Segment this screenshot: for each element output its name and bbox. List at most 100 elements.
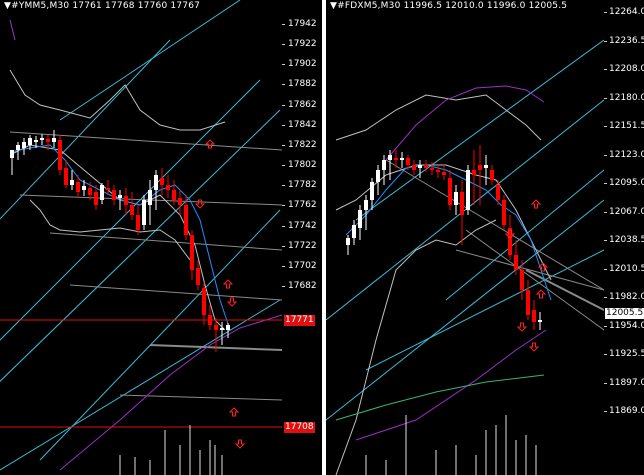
price-tick-mark [604,325,607,327]
bull-candle [370,182,374,200]
bear-candle [178,198,182,205]
up-arrow-signal-icon [222,279,234,289]
bull-candle [40,138,44,140]
price-tick-mark [604,12,607,13]
down-arrow-signal-icon [504,229,516,239]
up-arrow-signal-icon [530,199,542,209]
bull-candle [34,140,38,142]
price-tick-mark [282,44,285,46]
chart-separator[interactable] [322,0,326,475]
bear-candle [166,185,170,190]
bear-candle [88,188,92,195]
bull-candle [16,145,20,150]
price-tick-mark [282,124,285,126]
channel-line [0,109,281,382]
price-tick-mark [604,183,607,184]
down-arrow-signal-icon [516,322,528,332]
channel-line [0,299,281,471]
bollinger-upper [9,69,226,131]
channel-line [365,249,604,371]
price-tick-label: 17822 [288,139,317,150]
bull-candle [382,160,386,170]
bear-candle [58,140,62,170]
price-tick-label: 17682 [288,280,317,291]
bull-candle [358,210,362,228]
price-tick-label: 11954.0 [609,320,644,331]
price-tick-label: 17782 [288,180,317,191]
bull-candle [70,180,74,185]
bear-candle [532,310,536,322]
bear-candle [406,158,410,165]
price-tick-mark [282,225,285,227]
bear-candle [196,268,200,285]
left-chart-plot[interactable] [0,0,282,475]
support-line [525,269,604,311]
bear-candle [502,200,506,225]
bull-candle [148,190,152,205]
price-tick-mark [282,285,285,287]
bull-candle [100,185,104,200]
price-tick-label: 17902 [288,59,317,70]
right-chart-panel[interactable]: ▼#FDXM5,M30 11996.5 12010.0 11996.0 1200… [326,0,604,475]
price-tick-mark [604,97,607,99]
price-tick-mark [282,185,285,187]
price-tick-mark [282,24,285,25]
bear-candle [478,165,482,170]
bollinger-upper [335,94,542,141]
price-tick-label: 17862 [288,99,317,110]
right-chart-plot[interactable] [326,0,604,475]
bear-candle [430,168,434,170]
bear-candle [460,192,464,215]
ma-slow-line [385,85,545,161]
price-tick-label: 12095.0 [609,178,644,188]
price-tick-label: 12067.0 [609,206,644,217]
channel-line [326,199,604,421]
bear-candle [112,190,116,200]
bull-candle [10,150,14,158]
price-tick-label: 17762 [288,200,317,211]
price-tick-label: 12123.0 [609,149,644,160]
left-chart-panel[interactable]: ▼#YMM5,M30 17761 17768 17760 17767 [0,0,282,475]
bear-candle [76,182,80,192]
current-price-label: 17771 [284,315,315,326]
price-tick-mark [604,240,607,241]
channel-line [0,79,261,341]
trend-line [9,131,282,151]
down-arrow-signal-icon [528,342,540,352]
bull-candle [466,170,470,210]
left-price-axis[interactable]: 17942 17922 17902 17882 17862 17842 17822 17802… [282,0,322,475]
bear-candle [190,235,194,270]
down-arrow-signal-icon [234,439,246,449]
bull-candle [352,225,356,238]
bear-candle [172,190,176,200]
price-tick-label: 11925.5 [609,349,644,359]
up-arrow-signal-icon [537,262,549,272]
bull-candle [52,138,56,142]
bear-candle [436,170,440,172]
bear-candle [64,168,68,185]
bull-candle [484,165,488,168]
price-tick-mark [604,69,607,70]
price-tick-mark [604,211,607,213]
price-tick-mark [604,354,607,355]
trend-line [455,249,604,291]
bull-candle [364,200,368,210]
price-tick-mark [604,126,607,127]
price-tick-label: 11982.0 [609,292,644,302]
down-arrow-signal-icon [194,199,206,209]
price-tick-mark [282,104,285,106]
red-level-price-label: 17708 [284,422,315,433]
bull-candle [346,238,350,245]
bear-candle [46,139,50,142]
price-tick-label: 17842 [288,119,317,130]
bull-candle [28,138,32,145]
bear-candle [526,290,530,315]
price-tick-mark [604,297,607,298]
price-tick-label: 17722 [288,240,317,251]
bull-candle [538,320,542,322]
trend-line [465,229,604,331]
bull-candle [154,175,158,190]
price-tick-mark [604,382,607,384]
bear-candle [514,255,518,270]
right-price-axis[interactable]: 12264.0 12236.5 12208.0 12180.0 12151.5 12123… [604,0,644,475]
